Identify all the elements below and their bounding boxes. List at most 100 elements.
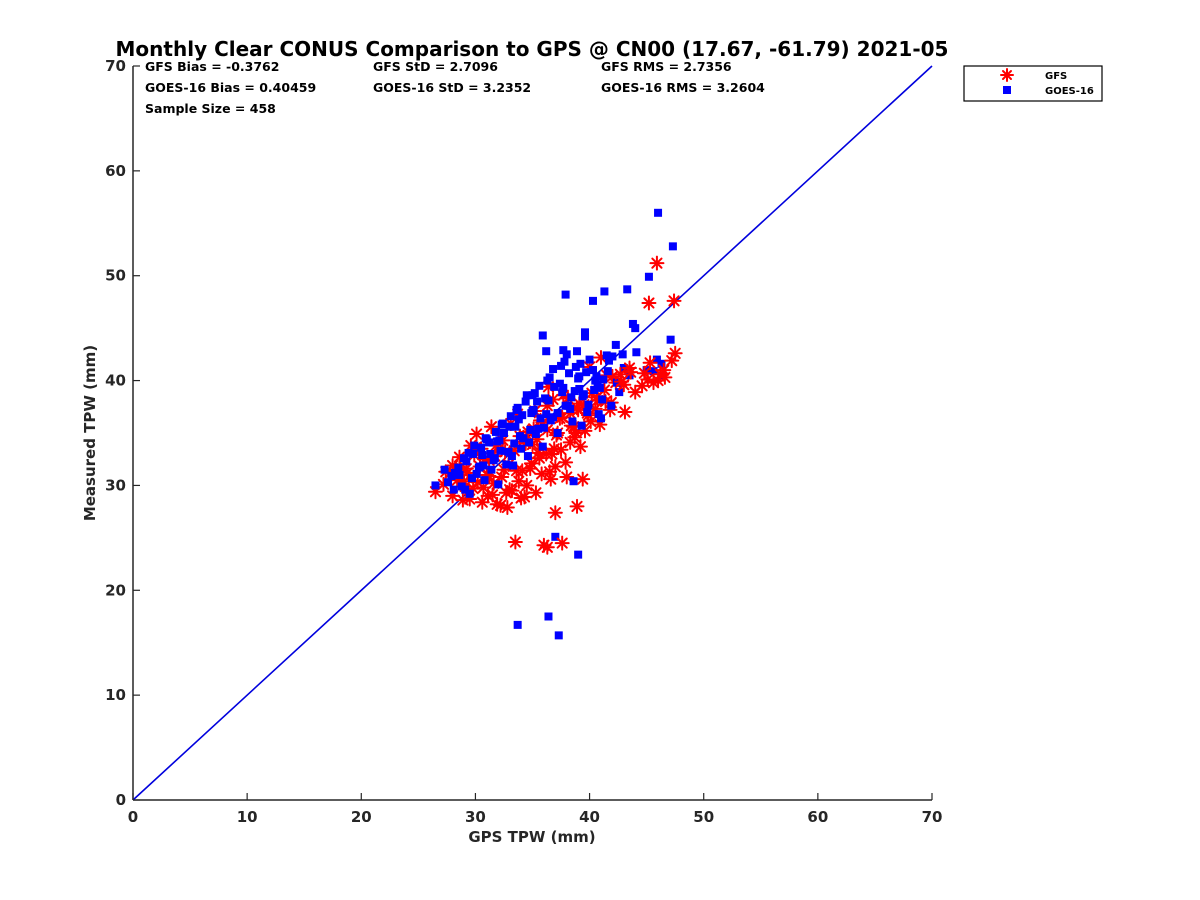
goes16-point (562, 350, 571, 359)
goes16-point (461, 485, 470, 494)
gfs-point (498, 485, 514, 501)
goes16-point (472, 469, 481, 478)
goes16-point (569, 477, 578, 486)
goes16-point (538, 442, 547, 451)
goes16-point (561, 290, 570, 299)
goes16-point (545, 373, 554, 382)
chart-title: Monthly Clear CONUS Comparison to GPS @ … (116, 37, 949, 61)
y-tick-label: 0 (116, 791, 126, 809)
goes16-point (468, 474, 477, 483)
goes16-point (494, 480, 503, 489)
goes16-point (574, 550, 583, 559)
gfs-top-points-layer (474, 255, 683, 555)
goes16-point (591, 376, 600, 385)
legend-gfs-label: GFS (1045, 71, 1067, 82)
goes16-point (570, 387, 579, 396)
gfs-point (569, 498, 585, 514)
goes16-point (444, 478, 453, 487)
goes16-point (431, 481, 440, 490)
goes16-point (571, 362, 580, 371)
goes-rms-stat: GOES-16 RMS = 3.2604 (601, 80, 765, 95)
goes16-point (607, 401, 616, 410)
goes16-point (539, 423, 548, 432)
gfs-point (617, 404, 633, 420)
goes16-point (518, 411, 527, 420)
x-tick-label: 60 (807, 808, 828, 826)
goes16-point (535, 381, 544, 390)
goes16-point (513, 403, 522, 412)
goes16-point (588, 296, 597, 305)
goes16-point (657, 359, 666, 368)
y-tick-label: 60 (105, 162, 126, 180)
gfs-point (636, 365, 652, 381)
goes16-point (649, 367, 658, 376)
x-tick-label: 70 (922, 808, 943, 826)
goes16-point (558, 388, 567, 397)
goes16-point (479, 461, 488, 470)
goes16-point (632, 348, 641, 357)
goes16-point (561, 401, 570, 410)
goes16-point (599, 375, 608, 384)
x-tick-label: 30 (465, 808, 486, 826)
gfs-point (469, 426, 485, 442)
gfs-point (666, 293, 682, 309)
goes16-point (449, 485, 458, 494)
goes16-point (493, 437, 502, 446)
goes16-point (551, 532, 560, 541)
gfs-rms-stat: GFS RMS = 2.7356 (601, 59, 732, 74)
goes16-point (464, 448, 473, 457)
goes16-point (530, 389, 539, 398)
goes16-point (584, 400, 593, 409)
goes16-point (542, 410, 551, 419)
gfs-point (667, 345, 683, 361)
goes16-point (566, 404, 575, 413)
goes-bias-stat: GOES-16 Bias = 0.40459 (145, 80, 316, 95)
goes16-point (533, 397, 542, 406)
gfs-point (483, 419, 499, 435)
goes16-point (541, 394, 550, 403)
gfs-point (542, 464, 558, 480)
gfs-point (517, 489, 533, 505)
goes16-point (595, 383, 604, 392)
gfs-point (623, 364, 639, 380)
goes16-point (486, 449, 495, 458)
goes16-point (499, 429, 508, 437)
goes16-point (550, 382, 559, 391)
goes16-point (447, 471, 456, 480)
goes16-point (608, 352, 617, 361)
gfs-point (493, 497, 509, 513)
goes16-point (568, 417, 577, 426)
goes16-point (666, 335, 675, 344)
goes16-point (513, 620, 522, 629)
y-tick-label: 70 (105, 57, 126, 75)
goes16-points-layer (431, 208, 677, 640)
goes16-point (652, 355, 661, 364)
x-tick-label: 50 (693, 808, 714, 826)
goes16-point (594, 410, 603, 419)
goes16-point (603, 367, 612, 376)
goes16-point (502, 460, 511, 469)
legend-goes16-marker (1003, 86, 1011, 94)
goes16-point (585, 355, 594, 364)
goes16-point (522, 391, 531, 400)
goes16-point (546, 416, 555, 425)
sample-size-stat: Sample Size = 458 (145, 101, 276, 116)
goes16-point (521, 397, 530, 406)
goes16-point (573, 347, 582, 356)
goes16-point (582, 368, 591, 377)
goes16-point (455, 470, 464, 479)
goes16-point (478, 451, 487, 460)
x-tick-label: 40 (579, 808, 600, 826)
goes16-point (590, 386, 599, 395)
goes16-point (575, 372, 584, 381)
goes16-point (517, 444, 526, 453)
goes16-point (575, 384, 584, 393)
goes16-point (577, 421, 586, 430)
goes16-point (536, 414, 545, 423)
goes16-point (531, 430, 540, 439)
goes16-point (581, 332, 590, 341)
gfs-point (649, 255, 665, 271)
goes16-point (555, 379, 564, 388)
goes16-point (654, 208, 663, 217)
gfs-bias-stat: GFS Bias = -0.3762 (145, 59, 279, 74)
